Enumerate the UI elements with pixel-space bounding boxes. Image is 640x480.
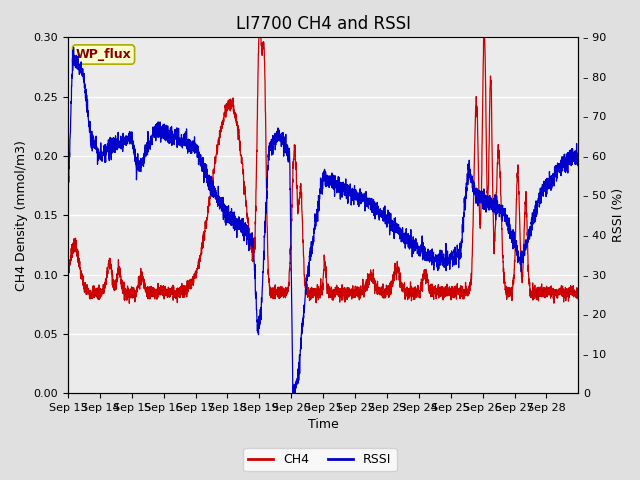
RSSI (64, 186, 72, 192)
RSSI (70, 45, 77, 50)
CH4 (169, 287, 177, 293)
RSSI (434, 265, 442, 271)
X-axis label: Time: Time (308, 419, 339, 432)
Text: WP_flux: WP_flux (76, 48, 131, 61)
CH4 (569, 289, 577, 295)
Title: LI7700 CH4 and RSSI: LI7700 CH4 and RSSI (236, 15, 411, 33)
Y-axis label: CH4 Density (mmol/m3): CH4 Density (mmol/m3) (15, 140, 28, 291)
RSSI (569, 157, 577, 163)
Line: RSSI: RSSI (68, 48, 579, 393)
RSSI (466, 167, 474, 172)
CH4 (125, 300, 133, 306)
RSSI (575, 161, 582, 167)
CH4 (434, 292, 442, 298)
CH4 (388, 278, 396, 284)
CH4 (575, 290, 582, 296)
RSSI (169, 132, 177, 137)
CH4 (466, 280, 474, 286)
Y-axis label: RSSI (%): RSSI (%) (612, 188, 625, 242)
RSSI (388, 228, 396, 233)
Line: CH4: CH4 (68, 23, 579, 303)
RSSI (497, 206, 504, 212)
CH4 (64, 264, 72, 270)
CH4 (255, 20, 263, 25)
RSSI (289, 390, 297, 396)
Legend: CH4, RSSI: CH4, RSSI (243, 448, 397, 471)
CH4 (497, 191, 504, 197)
